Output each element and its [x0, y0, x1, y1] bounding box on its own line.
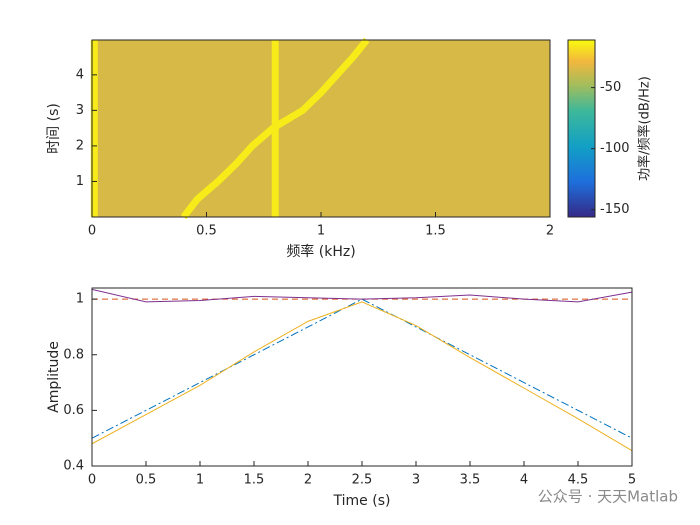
- colorbar-tick-label: -100: [600, 141, 630, 156]
- line-series: [91, 298, 633, 439]
- y-tick-label: 4: [76, 67, 84, 82]
- y-tick-label: 1: [76, 174, 84, 189]
- x-axis-label: 频率 (kHz): [286, 243, 355, 260]
- x-tick-label: 4.5: [568, 473, 589, 488]
- y-tick-label: 0.8: [63, 347, 84, 362]
- x-tick-label: 2.5: [352, 473, 373, 488]
- spectral-trace: [180, 37, 370, 220]
- x-tick-label: 3: [412, 473, 420, 488]
- x-tick-label: 0: [88, 473, 96, 488]
- y-tick-label: 2: [76, 138, 84, 153]
- x-tick-label: 0: [88, 224, 96, 239]
- axes-box: [91, 287, 633, 467]
- y-axis-label: 时间 (s): [46, 103, 62, 154]
- x-tick-label: 1: [317, 224, 325, 239]
- x-axis-label: Time (s): [333, 493, 391, 509]
- x-tick-label: 1: [196, 473, 204, 488]
- y-tick-label: 3: [76, 103, 84, 118]
- colorbar-tick-label: -50: [600, 80, 621, 95]
- axes-box: [91, 39, 551, 218]
- colorbar-label: 功率/频率(dB/Hz): [637, 76, 653, 181]
- x-tick-label: 2: [546, 224, 554, 239]
- line-series: [91, 288, 633, 303]
- x-tick-label: 0.5: [196, 224, 217, 239]
- x-tick-label: 3.5: [460, 473, 481, 488]
- y-tick-label: 0.6: [63, 403, 84, 418]
- y-tick-label: 1: [76, 292, 84, 307]
- colorbar: [567, 39, 596, 218]
- y-axis-label: Amplitude: [46, 341, 62, 413]
- watermark: 公众号 · 天天Matlab: [538, 488, 678, 506]
- x-tick-label: 1.5: [244, 473, 265, 488]
- x-tick-label: 1.5: [425, 224, 446, 239]
- spectrogram-background: [92, 40, 550, 217]
- x-tick-label: 4: [520, 473, 528, 488]
- line-series: [91, 301, 633, 452]
- colorbar-tick-label: -150: [600, 202, 630, 217]
- x-tick-label: 2: [304, 473, 312, 488]
- x-tick-label: 0.5: [136, 473, 157, 488]
- y-tick-label: 0.4: [63, 459, 84, 474]
- x-tick-label: 5: [628, 473, 636, 488]
